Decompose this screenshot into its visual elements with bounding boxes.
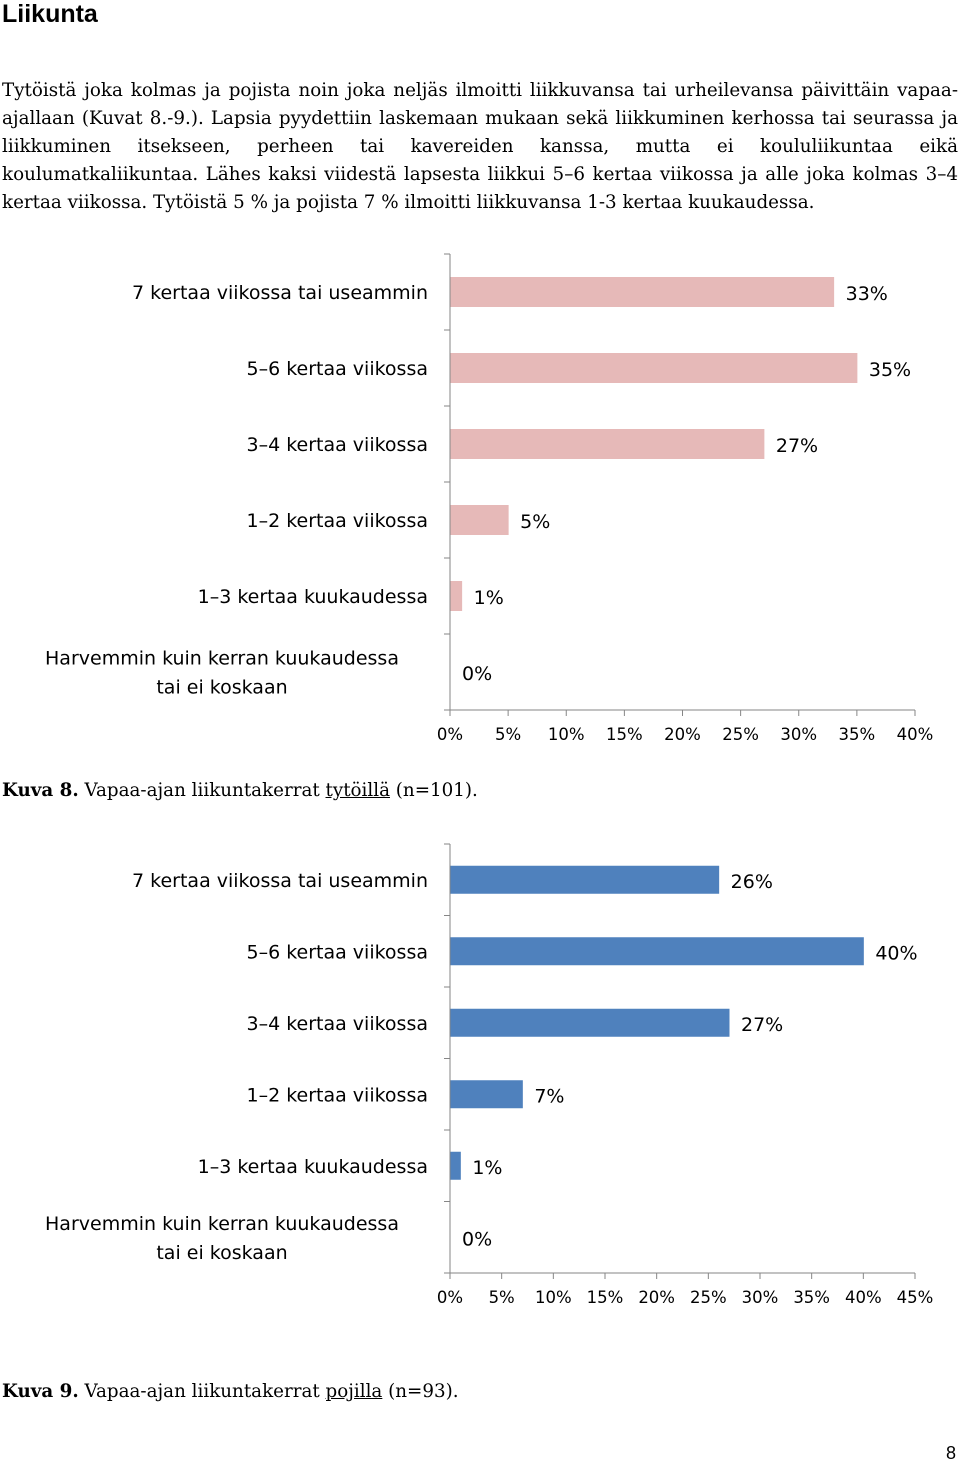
chart8-category-label: Harvemmin kuin kerran kuukaudessa tai ei … [45,648,399,699]
chart9-x-tick-label: 10% [535,1288,572,1307]
chart8-bar [450,353,858,383]
chart9-category-label-line: 5–6 kertaa viikossa [246,941,428,963]
chart9-category-label-line: tai ei koskaan [156,1242,287,1264]
chart8-bar [450,277,835,307]
chart9-bar [450,1151,461,1180]
caption-9-number: Kuva 9. [2,1381,79,1402]
chart8-category-label: 5–6 kertaa viikossa [246,358,428,380]
chart9-value-label: 26% [731,871,773,893]
chart9-category-label-line: Harvemmin kuin kerran kuukaudessa [45,1213,399,1235]
chart9-x-tick-label: 40% [845,1288,882,1307]
chart8-category-label: 3–4 kertaa viikossa [246,434,428,456]
chart8-category-label-line: tai ei koskaan [156,677,287,699]
chart9-category-label-line: 1–2 kertaa viikossa [246,1084,428,1106]
chart9-x-tick-label: 5% [489,1288,515,1307]
chart9-bar [450,1080,523,1109]
chart8-value-label: 5% [520,511,550,533]
caption-9-text: Vapaa-ajan liikuntakerrat [78,1381,326,1402]
chart-girls: 0% 5% 10% 15% 20% 25% 30% 35% 40% 33% 7 kertaa vii… [0,240,960,760]
chart-girls-svg: 0% 5% 10% 15% 20% 25% 30% 35% 40% 33% 7 kertaa vii… [45,253,934,744]
chart8-value-label: 0% [462,663,492,685]
chart8-category-label: 7 kertaa viikossa tai useammin [132,282,428,304]
chart9-x-tick-label: 35% [793,1288,830,1307]
chart9-value-label: 1% [472,1157,502,1179]
chart8-category-label-line: 7 kertaa viikossa tai useammin [132,282,428,304]
chart9-value-label: 0% [462,1228,492,1250]
chart8-x-tick-label: 25% [722,725,759,744]
caption-9-n: (n=93). [382,1381,459,1402]
chart9-category-label: 1–2 kertaa viikossa [246,1084,428,1106]
caption-8-text: Vapaa-ajan liikuntakerrat [78,780,326,801]
chart9-x-tick-label: 45% [897,1288,934,1307]
chart9-value-label: 27% [741,1014,783,1036]
chart8-category-label-line: 5–6 kertaa viikossa [246,358,428,380]
section-heading: Liikunta [2,0,98,28]
caption-figure-9: Kuva 9. Vapaa-ajan liikuntakerrat pojill… [2,1381,459,1402]
body-paragraph: Tytöistä joka kolmas ja pojista noin jok… [2,80,958,213]
chart8-x-tick-label: 15% [606,725,643,744]
chart8-value-label: 27% [776,435,818,457]
chart8-value-label: 1% [474,587,504,609]
chart8-value-label: 33% [846,283,888,305]
chart8-bar [450,581,463,611]
caption-8-group: tytöillä [325,780,390,801]
chart9-bar [450,1008,730,1037]
chart9-x-tick-label: 30% [742,1288,779,1307]
chart8-value-label: 35% [869,359,911,381]
chart9-category-label: 7 kertaa viikossa tai useammin [132,870,428,892]
chart8-bar [450,505,509,535]
chart8-x-tick-label: 0% [437,725,463,744]
caption-figure-8: Kuva 8. Vapaa-ajan liikuntakerrat tytöil… [2,780,478,801]
chart9-x-tick-label: 15% [587,1288,624,1307]
caption-8-number: Kuva 8. [2,780,79,801]
chart8-category-label-line: Harvemmin kuin kerran kuukaudessa [45,648,399,670]
caption-9-group: pojilla [325,1381,383,1402]
chart8-x-tick-label: 10% [548,725,585,744]
chart-boys-svg: 0% 5% 10% 15% 20% 25% 30% 35% 40% 45% 26% 7 kertaa … [45,843,934,1307]
chart9-category-label: Harvemmin kuin kerran kuukaudessa tai ei … [45,1213,399,1264]
chart9-value-label: 7% [534,1085,564,1107]
chart9-category-label-line: 1–3 kertaa kuukaudessa [198,1156,428,1178]
chart8-x-tick-label: 40% [897,725,934,744]
chart9-value-label: 40% [875,942,917,964]
chart8-category-label-line: 3–4 kertaa viikossa [246,434,428,456]
chart9-category-label: 5–6 kertaa viikossa [246,941,428,963]
page-number: 8 [945,1443,956,1463]
chart9-category-label: 1–3 kertaa kuukaudessa [198,1156,428,1178]
chart8-category-label-line: 1–3 kertaa kuukaudessa [198,586,428,608]
chart8-x-tick-label: 20% [664,725,701,744]
chart-boys: 0% 5% 10% 15% 20% 25% 30% 35% 40% 45% 26% 7 kertaa … [0,830,960,1320]
chart9-x-tick-label: 20% [638,1288,675,1307]
chart9-category-label-line: 7 kertaa viikossa tai useammin [132,870,428,892]
chart9-category-label: 3–4 kertaa viikossa [246,1013,428,1035]
caption-8-n: (n=101). [389,780,478,801]
chart8-category-label-line: 1–2 kertaa viikossa [246,510,428,532]
chart9-category-label-line: 3–4 kertaa viikossa [246,1013,428,1035]
chart9-bar [450,865,720,894]
chart8-bar [450,429,765,459]
chart8-category-label: 1–2 kertaa viikossa [246,510,428,532]
chart8-x-tick-label: 5% [495,725,521,744]
chart8-x-tick-label: 30% [780,725,817,744]
chart9-x-tick-label: 0% [437,1288,463,1307]
chart9-x-tick-label: 25% [690,1288,727,1307]
chart9-bar [450,937,864,966]
chart8-x-tick-label: 35% [839,725,876,744]
chart8-category-label: 1–3 kertaa kuukaudessa [198,586,428,608]
